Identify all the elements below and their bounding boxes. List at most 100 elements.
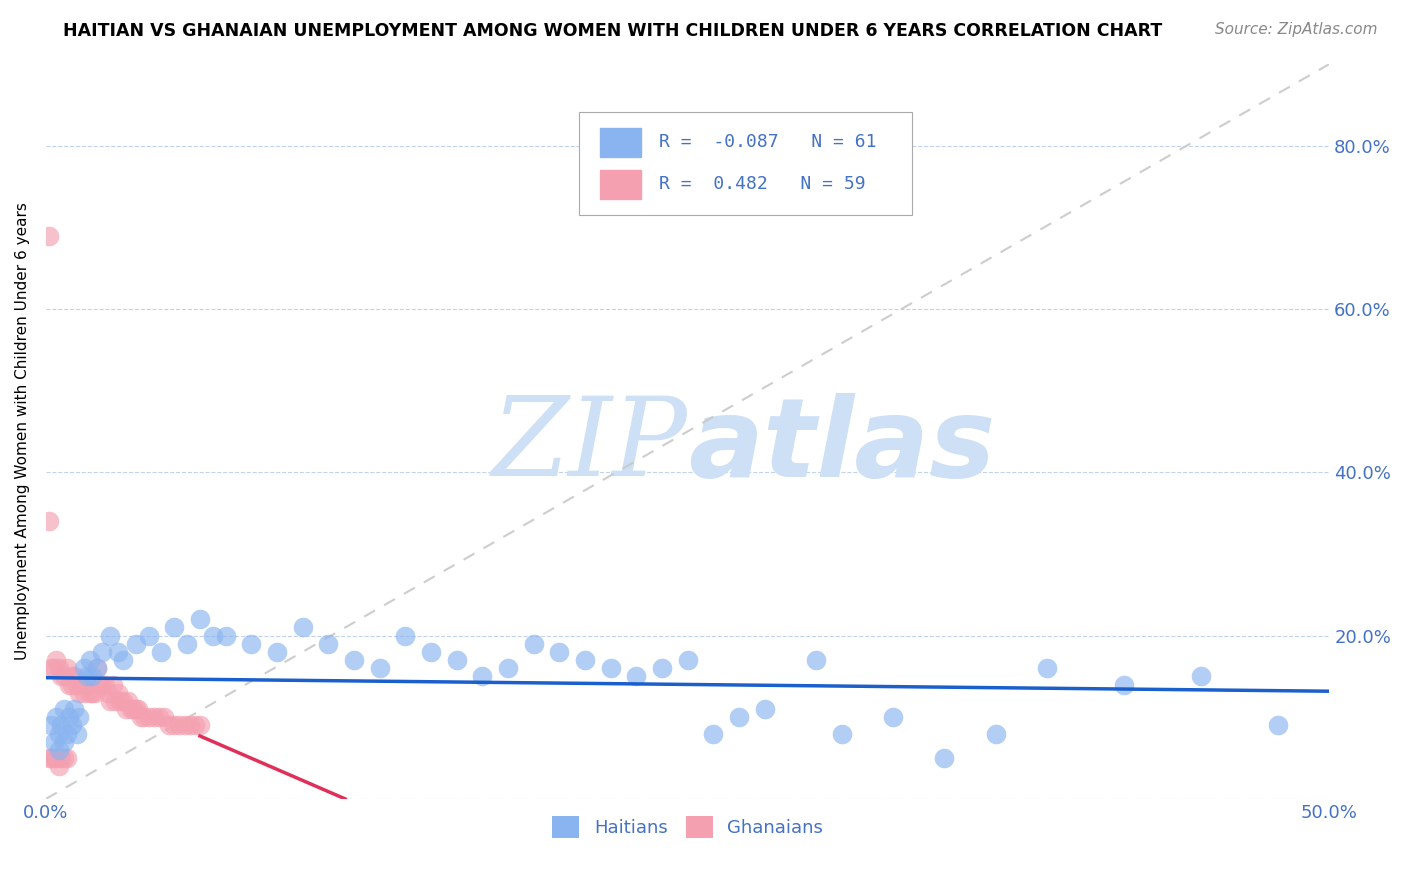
Point xyxy=(291,620,314,634)
Text: R =  0.482   N = 59: R = 0.482 N = 59 xyxy=(659,175,866,194)
Y-axis label: Unemployment Among Women with Children Under 6 years: Unemployment Among Women with Children U… xyxy=(15,202,30,660)
Point xyxy=(702,726,724,740)
Point xyxy=(1036,661,1059,675)
Point xyxy=(63,702,86,716)
Point xyxy=(110,694,132,708)
Point xyxy=(52,734,75,748)
Point xyxy=(523,637,546,651)
Point xyxy=(38,751,60,765)
Point xyxy=(51,718,73,732)
Point xyxy=(79,653,101,667)
Point xyxy=(188,612,211,626)
Point xyxy=(98,629,121,643)
Point xyxy=(70,677,93,691)
Point xyxy=(58,710,80,724)
Point xyxy=(142,710,165,724)
Point xyxy=(122,702,145,716)
Point xyxy=(882,710,904,724)
Point xyxy=(94,677,117,691)
Point xyxy=(45,653,67,667)
Point xyxy=(82,669,104,683)
Point xyxy=(1189,669,1212,683)
Point xyxy=(55,751,77,765)
Point xyxy=(179,718,201,732)
Point xyxy=(394,629,416,643)
Point xyxy=(120,702,142,716)
Point xyxy=(184,718,207,732)
Point xyxy=(201,629,224,643)
Point xyxy=(214,629,236,643)
Point xyxy=(48,726,70,740)
Point xyxy=(45,710,67,724)
Point xyxy=(496,661,519,675)
Text: Source: ZipAtlas.com: Source: ZipAtlas.com xyxy=(1215,22,1378,37)
Point xyxy=(39,661,62,675)
Point xyxy=(176,637,198,651)
Point xyxy=(60,677,83,691)
Point xyxy=(79,686,101,700)
Point xyxy=(934,751,956,765)
Point xyxy=(127,702,149,716)
Point xyxy=(266,645,288,659)
Point xyxy=(73,661,96,675)
Point xyxy=(446,653,468,667)
Legend: Haitians, Ghanaians: Haitians, Ghanaians xyxy=(546,808,830,845)
Point xyxy=(73,686,96,700)
Point xyxy=(86,661,108,675)
Point xyxy=(67,686,90,700)
Point xyxy=(67,710,90,724)
Point xyxy=(52,702,75,716)
Point xyxy=(58,677,80,691)
Bar xyxy=(600,128,641,157)
Point xyxy=(104,694,127,708)
Point xyxy=(55,726,77,740)
Point xyxy=(626,669,648,683)
Point xyxy=(76,677,98,691)
Point xyxy=(150,645,173,659)
Point xyxy=(60,669,83,683)
Point xyxy=(125,637,148,651)
Point xyxy=(39,751,62,765)
Point xyxy=(48,743,70,757)
Point xyxy=(984,726,1007,740)
Point xyxy=(82,686,104,700)
Point xyxy=(132,710,155,724)
Point xyxy=(66,677,89,691)
Point xyxy=(107,645,129,659)
Point xyxy=(48,661,70,675)
Point xyxy=(1267,718,1289,732)
Point xyxy=(42,661,65,675)
Point xyxy=(98,694,121,708)
Point xyxy=(89,677,111,691)
Point xyxy=(163,718,186,732)
Point xyxy=(52,669,75,683)
Point xyxy=(1112,677,1135,691)
Point xyxy=(599,661,621,675)
Point xyxy=(754,702,776,716)
Point xyxy=(471,669,494,683)
Point xyxy=(42,751,65,765)
Point xyxy=(38,514,60,528)
Point xyxy=(153,710,176,724)
Point xyxy=(42,734,65,748)
Point xyxy=(39,718,62,732)
Text: ZIP: ZIP xyxy=(492,392,688,500)
Point xyxy=(163,620,186,634)
Point xyxy=(316,637,339,651)
Point xyxy=(107,686,129,700)
Text: R =  -0.087   N = 61: R = -0.087 N = 61 xyxy=(659,133,877,152)
Point xyxy=(548,645,571,659)
Point xyxy=(76,669,98,683)
Point xyxy=(101,677,124,691)
Point xyxy=(343,653,366,667)
Point xyxy=(38,228,60,243)
Point xyxy=(66,726,89,740)
Point xyxy=(97,686,120,700)
Point xyxy=(111,694,134,708)
Point xyxy=(240,637,263,651)
Point xyxy=(52,751,75,765)
Point xyxy=(51,669,73,683)
Point xyxy=(420,645,443,659)
Bar xyxy=(600,170,641,199)
Point xyxy=(45,751,67,765)
